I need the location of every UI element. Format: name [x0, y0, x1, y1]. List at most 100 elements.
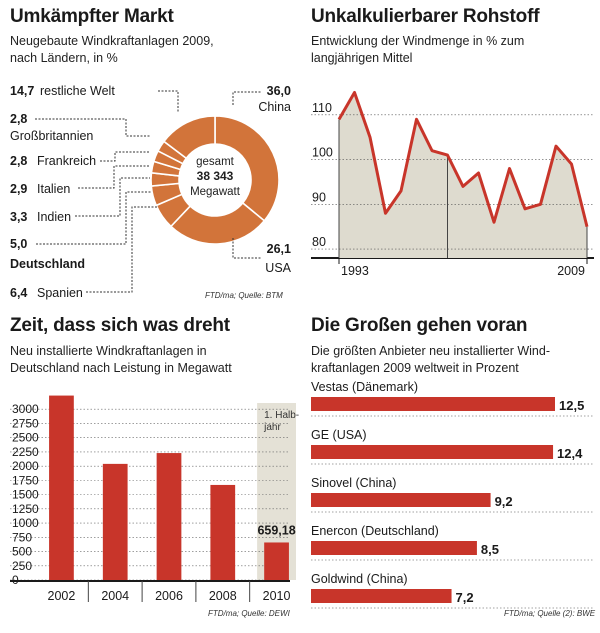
manufacturers-subtitle: Die größten Anbieter neu installierter W…	[311, 343, 550, 377]
manufacturers-subtitle-line-1: Die größten Anbieter neu installierter W…	[311, 344, 551, 358]
leader-spain	[86, 206, 158, 293]
ytick-100: 100	[312, 146, 333, 160]
label-spain: Spanien	[37, 286, 83, 300]
manufacturer-label-goldwind-china: Goldwind (China)	[311, 572, 408, 586]
bar-xtick-2008: 2008	[209, 589, 237, 603]
germany-installs-title: Zeit, dass sich was dreht	[10, 315, 230, 336]
manufacturer-bar-enercon-deutschland	[311, 541, 477, 555]
bar-ytick-2000: 2000	[12, 459, 39, 473]
leader-rest-of-world	[158, 90, 179, 113]
ytick-90: 90	[312, 190, 326, 204]
value-spain: 6,4	[10, 286, 27, 300]
germany-installs-subtitle-line-1: Neu installierte Windkraftanlagen in	[10, 344, 207, 358]
label-usa: USA	[265, 261, 291, 275]
manufacturers-bar-chart: Vestas (Dänemark) 12,5 GE (USA) 12,4 Sinovel…	[311, 380, 594, 609]
wind-area-chart: 80 90 100 110 1993 2009	[311, 90, 594, 278]
donut-center-unit: Megawatt	[190, 186, 241, 198]
panel-manufacturers: Die Großen gehen voran Die größten Anbie…	[304, 310, 600, 633]
bar-ytick-2250: 2250	[12, 445, 39, 459]
bar-ytick-1000: 1000	[12, 516, 39, 530]
bar-ytick-3000: 3000	[12, 402, 39, 416]
xtick-1993: 1993	[341, 264, 369, 278]
bar-ytick-1750: 1750	[12, 473, 39, 487]
xtick-2009: 2009	[557, 264, 585, 278]
leader-france	[100, 151, 150, 162]
value-uk: 2,8	[10, 112, 27, 126]
manufacturer-label-enercon-deutschland: Enercon (Deutschland)	[311, 524, 439, 538]
manufacturer-bar-sinovel-china	[311, 493, 491, 507]
panel-market-share: Umkämpfter Markt Neugebaute Windkraftanl…	[0, 0, 296, 305]
germany-installs-source: FTD/ma; Quelle: DEWI	[208, 609, 290, 618]
label-india: Indien	[37, 210, 71, 224]
market-share-title: Umkämpfter Markt	[10, 6, 174, 27]
manufacturers-title: Die Großen gehen voran	[311, 315, 528, 336]
manufacturer-label-vestas-d-nemark: Vestas (Dänemark)	[311, 380, 418, 394]
halfyear-label-1: 1. Halb-	[264, 410, 299, 421]
leader-china	[232, 91, 262, 105]
bar-ytick-2500: 2500	[12, 431, 39, 445]
wind-volume-subtitle-line-2: langjährigen Mittel	[311, 51, 413, 65]
label-rest-of-world: restliche Welt	[40, 84, 115, 98]
panel-germany-installs: Zeit, dass sich was dreht Neu installier…	[0, 310, 299, 633]
manufacturer-bar-goldwind-china	[311, 589, 452, 603]
bar-ytick-1250: 1250	[12, 502, 39, 516]
donut-slice-restliche-welt	[162, 115, 216, 160]
manufacturer-label-sinovel-china: Sinovel (China)	[311, 476, 396, 490]
manufacturer-bar-vestas-d-nemark	[311, 397, 555, 411]
manufacturer-value-ge-usa: 12,4	[557, 446, 583, 461]
donut-slice-china	[214, 115, 280, 222]
germany-installs-subtitle-line-2: Deutschland nach Leistung in Megawatt	[10, 361, 232, 375]
donut-center-total: 38 343	[197, 169, 234, 183]
bar-xtick-2010: 2010	[263, 589, 291, 603]
value-france: 2,8	[10, 154, 27, 168]
ytick-110: 110	[312, 101, 332, 115]
value-usa: 26,1	[267, 242, 291, 256]
leader-india	[75, 177, 150, 217]
ytick-80: 80	[312, 235, 326, 249]
bar-ytick-500: 500	[12, 545, 32, 559]
label-china: China	[258, 100, 291, 114]
label-germany: Deutschland	[10, 257, 85, 271]
label-uk: Großbritannien	[10, 129, 93, 143]
bar-2002	[49, 395, 74, 580]
bar-xtick-2002: 2002	[48, 589, 76, 603]
bar-2008	[210, 484, 236, 580]
germany-bar-chart: 1. Halb-jahr0250500750100012501500175020…	[10, 395, 299, 603]
bar-2010	[264, 542, 289, 580]
value-china: 36,0	[267, 84, 291, 98]
donut-center-label: gesamt	[196, 156, 235, 168]
leader-usa	[232, 238, 262, 259]
manufacturer-value-sinovel-china: 9,2	[495, 494, 513, 509]
leader-germany	[36, 191, 152, 245]
germany-installs-subtitle: Neu installierte Windkraftanlagen in Deu…	[10, 343, 232, 377]
market-share-subtitle-line-1: Neugebaute Windkraftanlagen 2009,	[10, 34, 214, 48]
wind-volume-subtitle: Entwicklung der Windmenge in % zum langj…	[311, 33, 524, 67]
label-italy: Italien	[37, 182, 70, 196]
manufacturers-subtitle-line-2: kraftanlagen 2009 weltweit in Prozent	[311, 361, 519, 375]
market-share-subtitle: Neugebaute Windkraftanlagen 2009, nach L…	[10, 33, 214, 67]
bar-xtick-2006: 2006	[155, 589, 183, 603]
manufacturer-value-goldwind-china: 7,2	[456, 590, 474, 605]
area-fill	[339, 92, 587, 258]
wind-volume-subtitle-line-1: Entwicklung der Windmenge in % zum	[311, 34, 525, 48]
bar-ytick-750: 750	[12, 530, 32, 544]
value-rest-of-world: 14,7	[10, 84, 34, 98]
market-share-source: FTD/ma; Quelle: BTM	[205, 291, 283, 300]
manufacturers-source: FTD/ma; Quelle (2): BWE	[504, 609, 596, 618]
manufacturer-value-vestas-d-nemark: 12,5	[559, 398, 584, 413]
manufacturer-bar-ge-usa	[311, 445, 554, 459]
value-india: 3,3	[10, 210, 27, 224]
leader-italy	[78, 165, 150, 189]
bar-ytick-2750: 2750	[12, 416, 39, 430]
value-italy: 2,9	[10, 182, 27, 196]
bar-ytick-250: 250	[12, 559, 32, 573]
value-germany: 5,0	[10, 237, 27, 251]
bar-2006	[156, 453, 182, 580]
panel-wind-volume: Unkalkulierbarer Rohstoff Entwicklung de…	[304, 0, 600, 305]
manufacturer-label-ge-usa: GE (USA)	[311, 428, 367, 442]
manufacturer-value-enercon-deutschland: 8,5	[481, 542, 499, 557]
bar-2004	[102, 463, 128, 580]
leader-uk	[35, 118, 150, 137]
bar-ytick-1500: 1500	[12, 488, 39, 502]
